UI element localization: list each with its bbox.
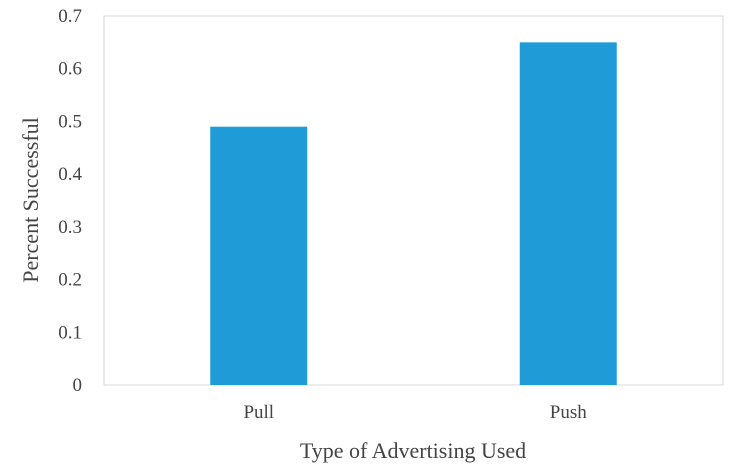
x-tick-label-pull: Pull bbox=[243, 402, 274, 423]
y-tick-label: 0.5 bbox=[58, 111, 82, 132]
bars bbox=[210, 42, 617, 385]
x-axis-title: Type of Advertising Used bbox=[300, 438, 526, 463]
x-tick-label-push: Push bbox=[550, 402, 587, 423]
y-tick-label: 0.1 bbox=[58, 322, 82, 343]
y-tick-label: 0.7 bbox=[58, 6, 82, 27]
y-axis-ticks: 0 0.1 0.2 0.3 0.4 0.5 0.6 0.7 bbox=[58, 6, 82, 396]
x-axis-ticks: Pull Push bbox=[243, 402, 587, 423]
y-tick-label: 0.2 bbox=[58, 270, 82, 291]
y-tick-label: 0.6 bbox=[58, 59, 82, 80]
bar-pull bbox=[210, 126, 308, 385]
y-axis-title: Percent Successful bbox=[18, 117, 43, 283]
bar-push bbox=[519, 42, 617, 385]
y-tick-label: 0.4 bbox=[58, 164, 82, 185]
plot-area bbox=[103, 15, 724, 386]
y-tick-label: 0.3 bbox=[58, 217, 82, 238]
y-tick-label: 0 bbox=[73, 375, 83, 396]
